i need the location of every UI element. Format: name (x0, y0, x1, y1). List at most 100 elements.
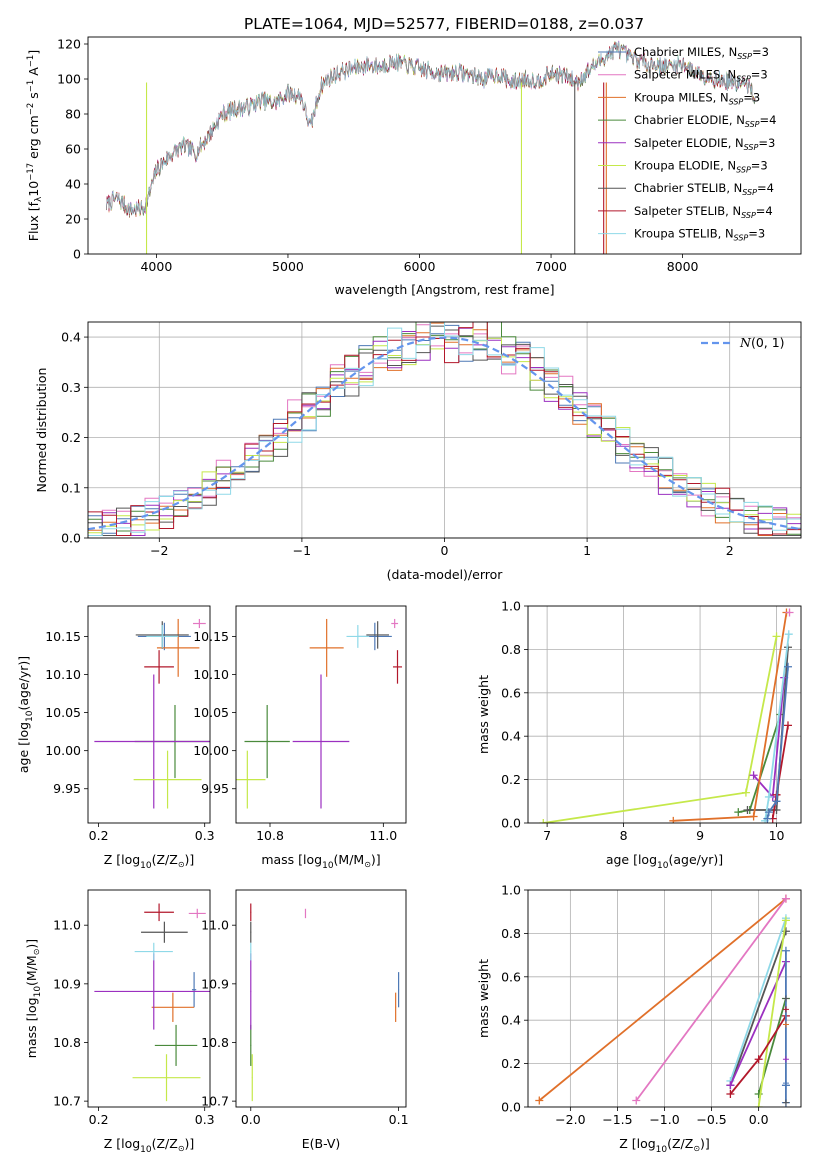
legend-label: Chabrier STELIB, NSSP=4 (634, 181, 774, 197)
y-tick-label: 10.15 (45, 629, 81, 644)
spectrum-legend: Chabrier MILES, NSSP=3 Salpeter MILES, NS… (598, 45, 776, 243)
errorbar-point (309, 618, 344, 677)
y-tick-label: 40 (65, 177, 81, 192)
errorbar-point (133, 750, 202, 809)
errorbar-point (236, 750, 266, 809)
plot-area (528, 606, 801, 823)
panel-weight-age: 7 8 9 10 0.0 0.2 0.4 0.6 0.8 1.0 age [log10(age/yr… (476, 599, 802, 871)
y-tick-label: 20 (65, 212, 81, 227)
y-tick-label: 0.0 (501, 1100, 521, 1115)
errorbar-point (144, 650, 174, 684)
panel-weight-z: −2.0 −1.5 −1.0 −0.5 0.0 0.0 0.2 0.4 0.6 0.8 1.0 Z [… (476, 883, 802, 1155)
panel-mass-z: 0.2 0.3 10.7 10.8 10.9 11.0 Z [log10(Z/Z⊙)] mas… (24, 889, 215, 1155)
weight-marker (781, 946, 790, 955)
x-tick-label: 0.0 (241, 1112, 261, 1127)
y-tick-label: 10.05 (193, 705, 229, 720)
legend-label: Chabrier ELODIE, NSSP=4 (634, 113, 776, 129)
x-tick-label: −2 (150, 543, 168, 558)
weight-marker (781, 894, 790, 903)
weight-marker (726, 1081, 735, 1090)
y-tick-label: 0.8 (501, 926, 521, 941)
errorbar-point (250, 1024, 252, 1066)
legend-label: Kroupa STELIB, NSSP=3 (634, 227, 765, 243)
weight-marker (734, 808, 743, 817)
y-tick-label: 100 (57, 72, 81, 87)
weight-marker (764, 808, 773, 817)
errorbar-point (191, 972, 197, 1008)
weight-marker (782, 1056, 789, 1063)
plot-area (88, 322, 801, 538)
y-tick-label: 0.1 (61, 480, 81, 495)
weight-marker (669, 816, 678, 823)
figure-title: PLATE=1064, MJD=52577, FIBERID=0188, z=0… (244, 15, 644, 33)
axes-frame (87, 36, 802, 255)
y-tick-label: 10.8 (53, 1035, 81, 1050)
y-tick-label: 0 (73, 247, 81, 262)
weight-marker (772, 797, 781, 806)
x-tick-label: 7000 (535, 259, 567, 274)
x-tick-label: 0 (441, 543, 449, 558)
weight-line (635, 898, 787, 1102)
y-tick-label: 9.95 (53, 781, 81, 796)
x-tick-label: 0.3 (195, 1112, 215, 1127)
x-axis-label: Z [log10(Z/Z⊙)] (104, 1136, 195, 1155)
y-tick-label: 9.95 (201, 781, 229, 796)
y-tick-label: 10.8 (201, 1035, 229, 1050)
panel-residuals: −2 −1 0 1 2 0.0 0.1 0.2 0.3 0.4 N(0, 1) (data-model… (34, 321, 802, 582)
weight-line (757, 920, 787, 1107)
y-tick-label: 0.0 (501, 816, 521, 831)
y-tick-label: 0.2 (61, 430, 81, 445)
errorbar-point (151, 992, 195, 1022)
x-tick-label: 0.0 (749, 1112, 769, 1127)
spectrum-line (106, 41, 756, 215)
y-tick-label: 60 (65, 142, 81, 157)
x-tick-label: 6000 (404, 259, 436, 274)
histogram-step (88, 322, 801, 536)
weight-marker (763, 814, 772, 823)
panel-age-mass: 10.8 11.0 9.95 10.00 10.05 10.10 10.15 mass [lo… (193, 605, 407, 871)
x-tick-label: 8 (620, 828, 628, 843)
errorbar-point (188, 908, 206, 919)
errorbar-point (292, 674, 350, 809)
x-tick-label: 2 (726, 543, 734, 558)
x-tick-label: −1.5 (602, 1112, 632, 1127)
y-tick-label: 120 (57, 37, 81, 52)
y-tick-label: 10.10 (45, 667, 81, 682)
panel-mass-ebv: 0.0 0.1 10.7 10.8 10.9 11.0 E(B-V) (201, 889, 409, 1151)
x-tick-label: 0.3 (195, 828, 215, 843)
y-tick-label: 10.7 (201, 1094, 229, 1109)
errorbar-point (366, 621, 389, 649)
weight-marker (754, 1055, 763, 1064)
x-tick-label: −1.0 (649, 1112, 679, 1127)
axes-frame (235, 889, 407, 1108)
spectrum-line (106, 42, 756, 216)
weight-line (538, 898, 787, 1102)
x-tick-label: 8000 (667, 259, 699, 274)
axes-frame (527, 889, 802, 1108)
axes-frame (527, 605, 802, 824)
y-tick-label: 11.0 (53, 918, 81, 933)
legend-label: Salpeter MILES, NSSP=3 (634, 68, 768, 84)
plot-area (94, 903, 210, 1102)
weight-marker (632, 1096, 641, 1105)
x-axis-label: age [log10(age/yr)] (606, 852, 723, 871)
axes-frame (87, 605, 211, 824)
weight-line (729, 917, 787, 1082)
y-tick-label: 0.4 (61, 330, 81, 345)
weight-marker (749, 812, 758, 821)
weight-marker (781, 916, 790, 925)
y-tick-label: 10.9 (53, 976, 81, 991)
grid (528, 606, 801, 823)
y-tick-label: 0.6 (501, 969, 521, 984)
y-tick-label: 1.0 (501, 883, 521, 898)
weight-marker (754, 1103, 763, 1107)
weight-marker (785, 608, 794, 617)
legend-label: Kroupa MILES, NSSP=3 (634, 90, 760, 106)
x-axis-label: Z [log10(Z/Z⊙)] (104, 852, 195, 871)
y-tick-label: 0.6 (501, 685, 521, 700)
x-axis-label: Z [log10(Z/Z⊙)] (619, 1136, 710, 1155)
y-tick-label: 10.00 (193, 743, 229, 758)
errorbar-point (132, 1054, 201, 1102)
errorbar-point (141, 921, 188, 943)
